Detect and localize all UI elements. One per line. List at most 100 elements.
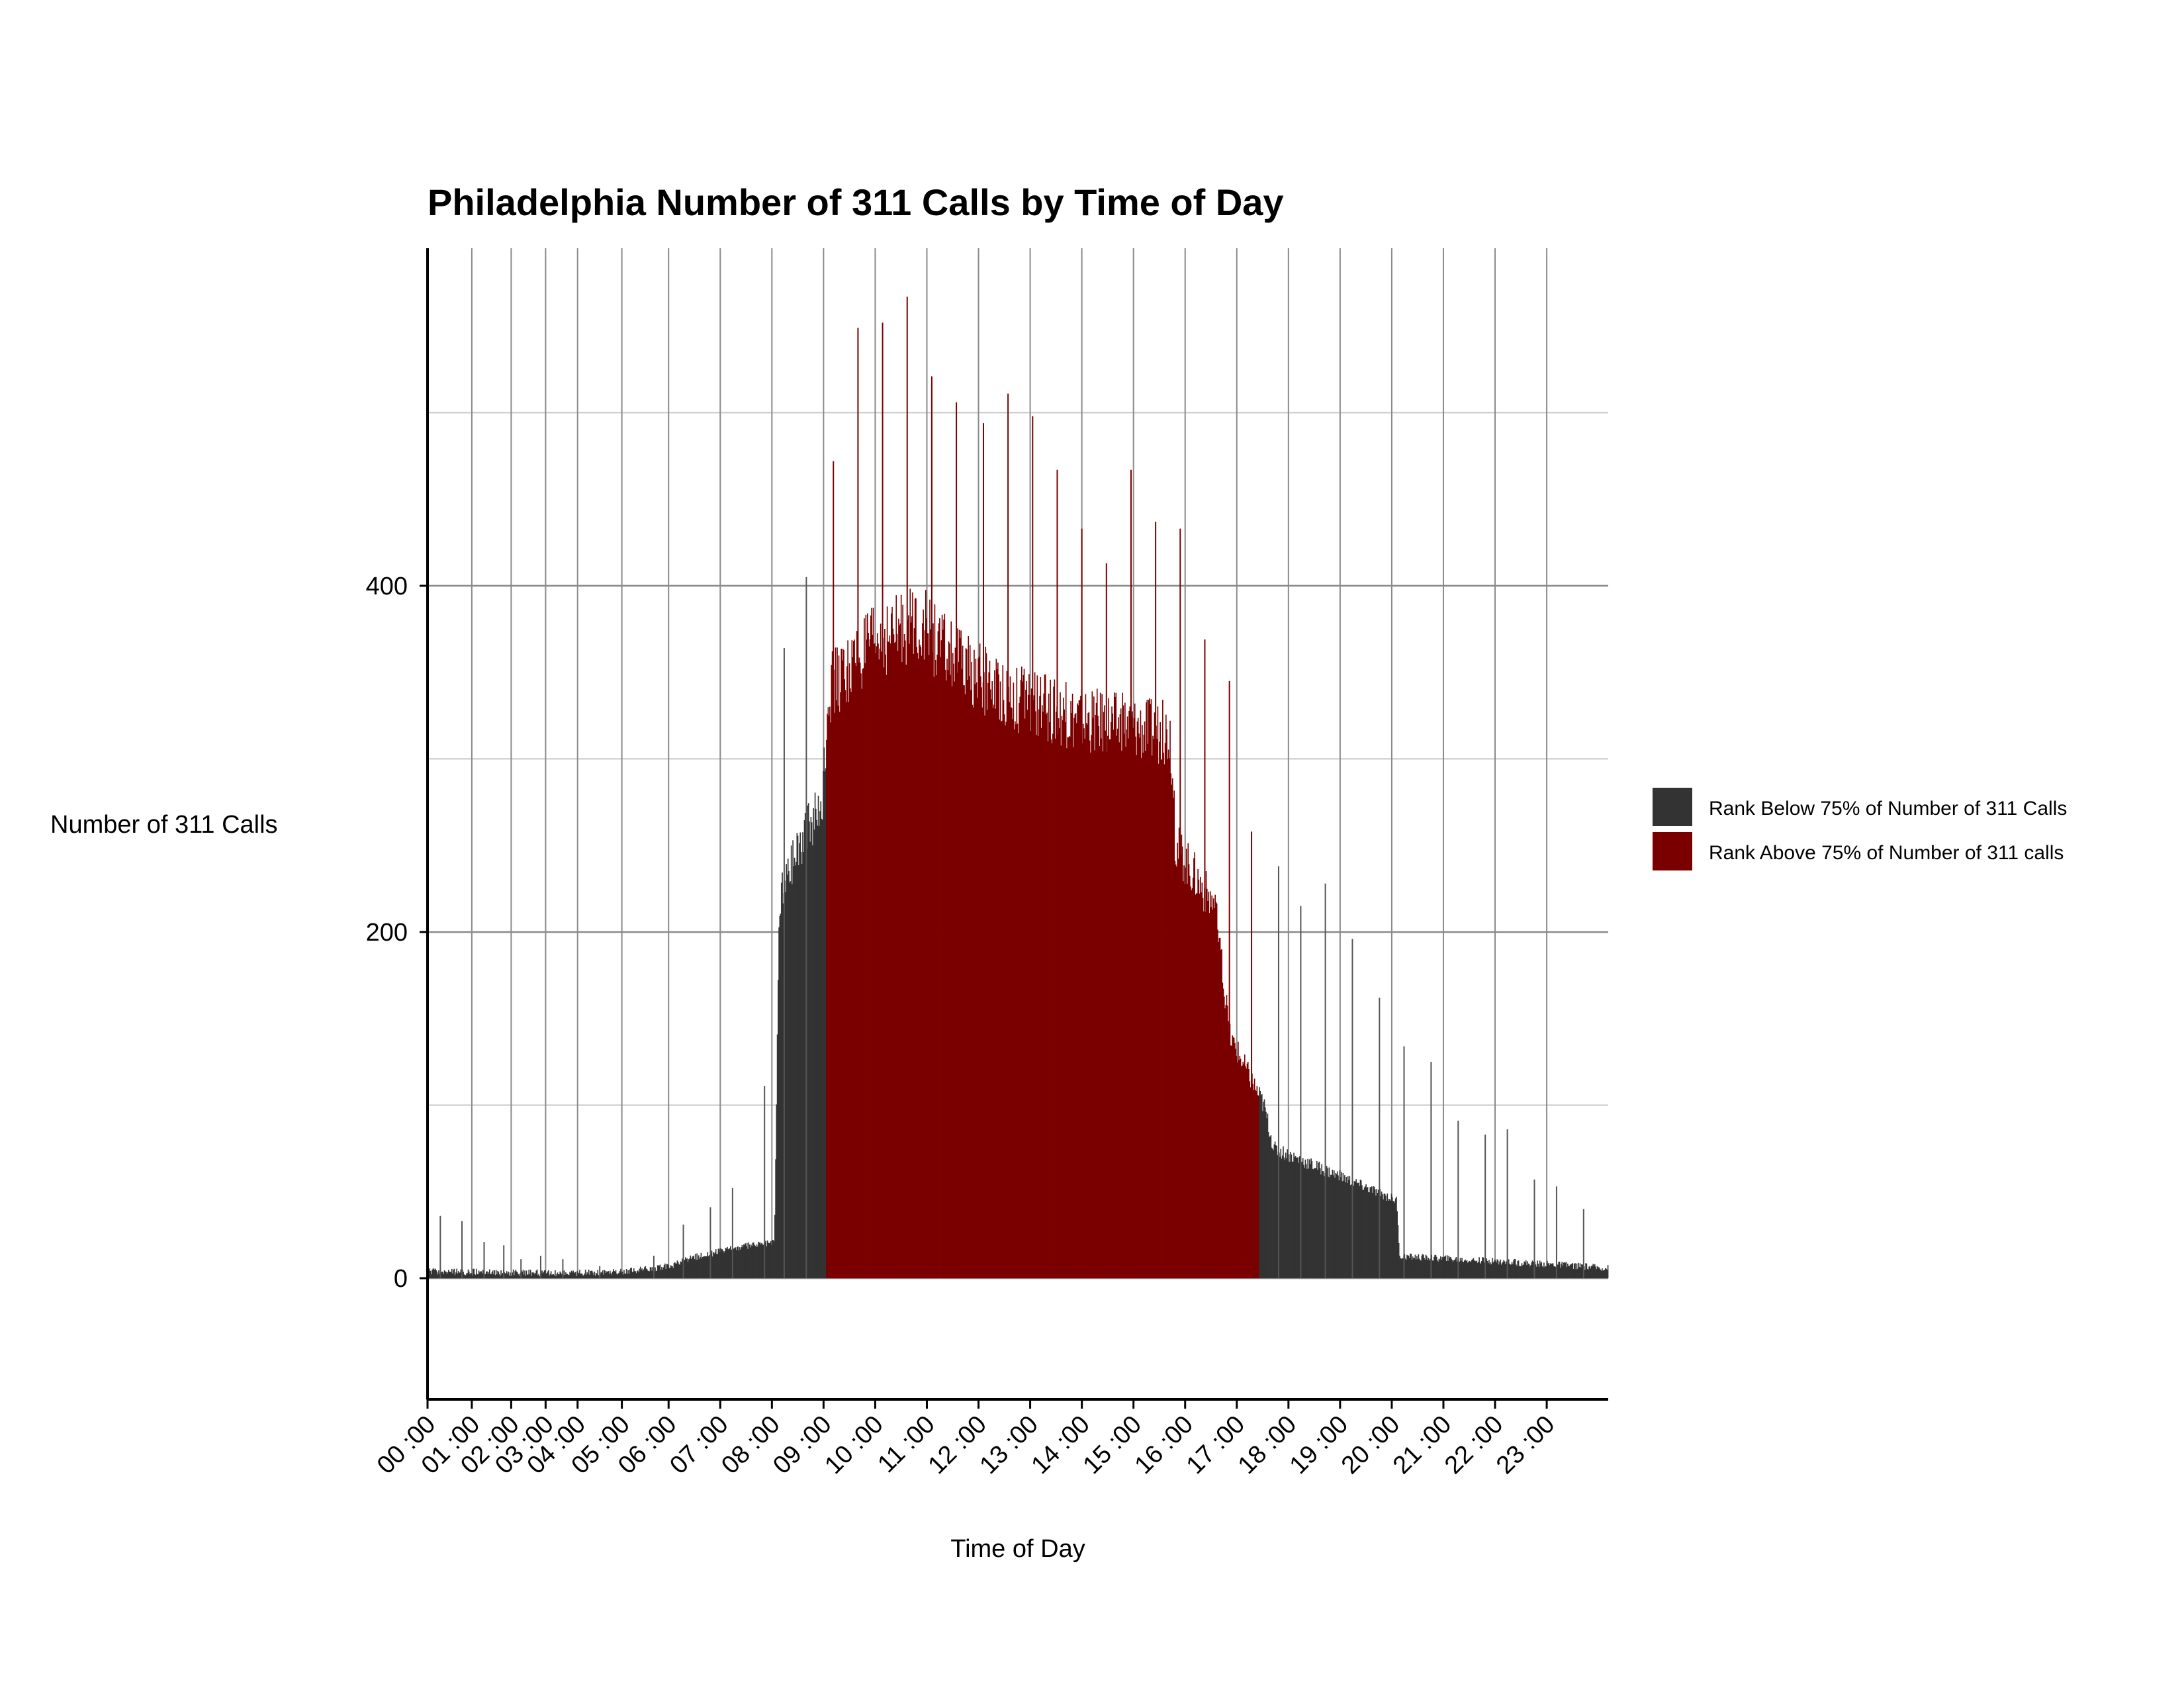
bar-above-75 xyxy=(1193,858,1195,1278)
bar-above-75 xyxy=(1181,846,1183,1278)
x-tick-label: 15 :00 xyxy=(1078,1411,1147,1479)
bar-above-75 xyxy=(1070,701,1071,1278)
bar-below-75 xyxy=(1416,1256,1418,1278)
bar-below-75 xyxy=(1479,1262,1481,1278)
bar-above-75 xyxy=(1183,881,1184,1278)
bar-below-75 xyxy=(529,1270,531,1278)
bar-above-75 xyxy=(1165,714,1167,1278)
bar-above-75 xyxy=(835,700,837,1278)
bar-below-75 xyxy=(1596,1269,1598,1278)
bar-below-75 xyxy=(1557,1264,1559,1278)
bar-below-75 xyxy=(1369,1192,1370,1278)
bar-below-75 xyxy=(1513,1260,1514,1278)
bar-below-75 xyxy=(1529,1266,1531,1278)
bar-above-75 xyxy=(1115,692,1117,1278)
bar-below-75 xyxy=(627,1270,629,1278)
bar-below-75 xyxy=(1543,1262,1545,1278)
bar-below-75 xyxy=(1359,1179,1361,1278)
bar-below-75 xyxy=(1339,1170,1341,1278)
bar-below-75 xyxy=(1509,1263,1510,1278)
bar-below-75 xyxy=(1545,1266,1547,1278)
bar-above-75 xyxy=(1226,1006,1228,1278)
bar-above-75 xyxy=(1080,696,1081,1278)
bar-below-75 xyxy=(1549,1265,1551,1278)
bar-below-75 xyxy=(1487,1263,1489,1278)
bar-below-75 xyxy=(1420,1260,1422,1278)
bar-below-75 xyxy=(608,1271,610,1278)
bar-below-75 xyxy=(809,821,810,1278)
bar-below-75 xyxy=(803,852,805,1278)
bar-below-75 xyxy=(1598,1267,1600,1278)
bar-above-75 xyxy=(1195,893,1197,1278)
bar-below-75 xyxy=(433,1268,435,1278)
bar-below-75 xyxy=(1497,1260,1499,1278)
bar-below-75 xyxy=(1281,1155,1283,1278)
bar-above-75 xyxy=(1257,1095,1259,1278)
bar-below-75 xyxy=(788,870,790,1278)
bar-below-75 xyxy=(1303,1164,1304,1278)
bar-below-75 xyxy=(1418,1258,1420,1278)
bar-above-75 xyxy=(842,648,844,1278)
spike-bar-above-75 xyxy=(906,297,908,1278)
bar-below-75 xyxy=(1470,1262,1472,1278)
bar-below-75 xyxy=(1306,1168,1308,1278)
bar-below-75 xyxy=(524,1270,525,1278)
bar-above-75 xyxy=(972,707,974,1278)
bar-below-75 xyxy=(1304,1168,1306,1278)
bar-above-75 xyxy=(864,618,865,1278)
bar-above-75 xyxy=(1250,1087,1251,1278)
bar-below-75 xyxy=(1281,1158,1283,1278)
bar-above-75 xyxy=(1087,713,1089,1278)
spike-bar-below-75 xyxy=(1506,1129,1508,1278)
bar-below-75 xyxy=(1544,1267,1546,1278)
bar-below-75 xyxy=(1293,1152,1295,1278)
bar-below-75 xyxy=(1432,1260,1433,1278)
bar-above-75 xyxy=(1064,722,1066,1278)
bar-below-75 xyxy=(539,1276,541,1278)
bar-above-75 xyxy=(827,714,828,1278)
spike-bar-above-75 xyxy=(1251,831,1253,1278)
bar-above-75 xyxy=(1233,1037,1235,1278)
bar-below-75 xyxy=(470,1273,472,1278)
bar-above-75 xyxy=(1248,1069,1250,1278)
bar-above-75 xyxy=(1133,718,1135,1278)
bar-below-75 xyxy=(594,1275,596,1278)
bar-below-75 xyxy=(770,1241,772,1278)
bar-below-75 xyxy=(686,1258,687,1278)
bar-below-75 xyxy=(506,1271,508,1278)
bar-below-75 xyxy=(1516,1266,1518,1278)
bar-above-75 xyxy=(1188,864,1190,1278)
bar-below-75 xyxy=(1466,1260,1468,1278)
bar-below-75 xyxy=(1269,1137,1270,1278)
bar-below-75 xyxy=(813,808,814,1278)
bar-above-75 xyxy=(878,643,879,1278)
bar-below-75 xyxy=(1523,1264,1524,1278)
bar-above-75 xyxy=(1098,726,1100,1278)
bar-below-75 xyxy=(1308,1159,1310,1278)
bar-above-75 xyxy=(1232,1035,1233,1278)
bar-above-75 xyxy=(1168,758,1170,1278)
bar-below-75 xyxy=(729,1248,731,1278)
spike-bar-below-75 xyxy=(653,1255,655,1278)
bar-below-75 xyxy=(677,1262,679,1278)
bar-below-75 xyxy=(1482,1257,1483,1278)
bar-below-75 xyxy=(1465,1260,1467,1278)
bar-above-75 xyxy=(1203,911,1205,1278)
bar-above-75 xyxy=(1113,692,1115,1278)
bar-below-75 xyxy=(493,1274,494,1278)
bar-above-75 xyxy=(1116,728,1118,1278)
bar-below-75 xyxy=(696,1260,697,1278)
bar-above-75 xyxy=(1124,702,1126,1278)
bar-above-75 xyxy=(889,635,891,1278)
bar-below-75 xyxy=(705,1256,707,1278)
bar-below-75 xyxy=(607,1272,608,1278)
bar-above-75 xyxy=(1083,728,1085,1278)
bar-below-75 xyxy=(498,1274,500,1278)
bar-below-75 xyxy=(632,1272,634,1278)
bar-below-75 xyxy=(450,1272,452,1278)
bar-above-75 xyxy=(1236,1062,1238,1278)
bar-below-75 xyxy=(704,1256,705,1278)
bar-below-75 xyxy=(815,808,817,1278)
bar-above-75 xyxy=(1082,724,1084,1278)
bar-above-75 xyxy=(1090,752,1091,1278)
